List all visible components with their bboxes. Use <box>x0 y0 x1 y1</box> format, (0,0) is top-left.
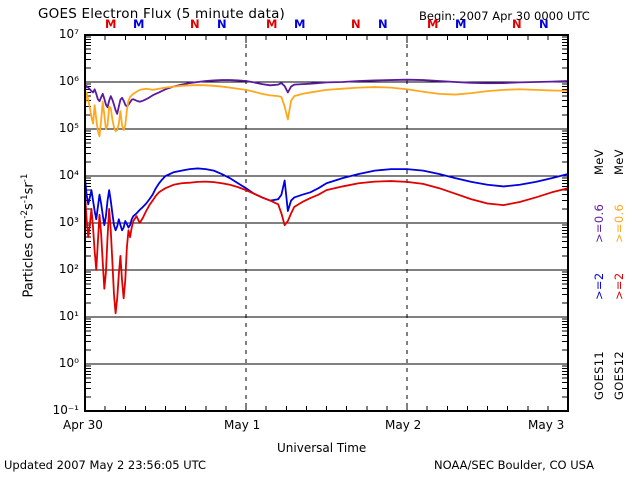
x-axis-tick-label: May 3 <box>528 418 565 432</box>
agency-credit: NOAA/SEC Boulder, CO USA <box>434 458 594 472</box>
y-axis-tick-label: 10⁷ <box>58 27 79 41</box>
phase-marker-n: N <box>539 17 549 31</box>
legend-unit: MeV <box>612 149 626 175</box>
legend-channel-high: >=2 <box>592 272 606 301</box>
y-axis-tick-label: 10⁶ <box>58 74 79 88</box>
phase-marker-n: N <box>351 17 361 31</box>
legend-satellite: GOES12 <box>612 351 626 400</box>
x-axis-tick-label: Apr 30 <box>63 418 103 432</box>
x-axis-tick-label: May 2 <box>385 418 422 432</box>
x-axis-label: Universal Time <box>277 441 367 455</box>
phase-marker-n: N <box>190 17 200 31</box>
phase-marker-m: M <box>427 17 439 31</box>
y-axis-tick-label: 10⁰ <box>58 356 79 370</box>
phase-marker-n: N <box>378 17 388 31</box>
updated-timestamp: Updated 2007 May 2 23:56:05 UTC <box>4 458 207 472</box>
legend-channel-low: >=0.6 <box>592 203 606 243</box>
phase-marker-m: M <box>266 17 278 31</box>
legend-unit: MeV <box>592 149 606 175</box>
phase-marker-m: M <box>294 17 306 31</box>
y-axis-tick-label: 10¹ <box>58 309 79 323</box>
page-title: GOES Electron Flux (5 minute data) <box>38 6 286 22</box>
legend-satellite: GOES11 <box>592 351 606 400</box>
legend-channel-low: >=0.6 <box>612 203 626 243</box>
phase-marker-m: M <box>133 17 145 31</box>
phase-marker-m: M <box>455 17 467 31</box>
phase-marker-n: N <box>217 17 227 31</box>
phase-marker-n: N <box>512 17 522 31</box>
x-axis-tick-label: May 1 <box>224 418 261 432</box>
y-axis-tick-label: 10⁻¹ <box>52 403 79 417</box>
begin-timestamp: Begin: 2007 Apr 30 0000 UTC <box>419 9 590 23</box>
legend-channel-high: >=2 <box>612 272 626 301</box>
y-axis-tick-label: 10⁴ <box>58 168 79 182</box>
y-axis-tick-label: 10⁵ <box>58 121 79 135</box>
phase-marker-m: M <box>105 17 117 31</box>
y-axis-tick-label: 10³ <box>58 215 79 229</box>
y-axis-tick-label: 10² <box>58 262 79 276</box>
